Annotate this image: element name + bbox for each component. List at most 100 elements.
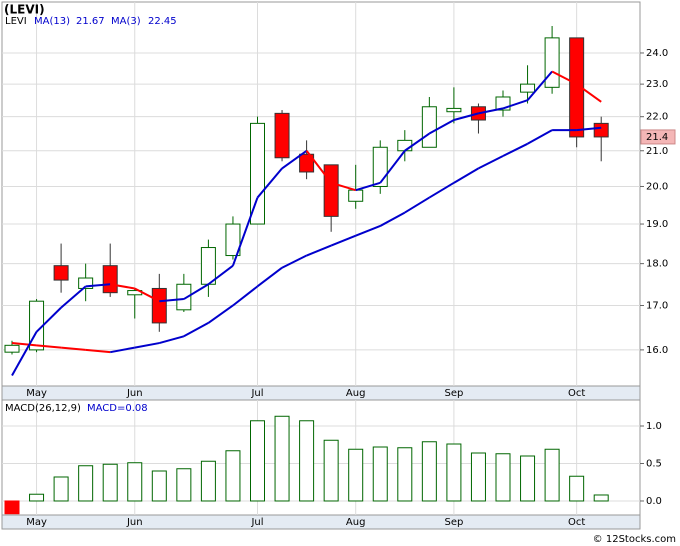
ma-segment <box>207 304 234 324</box>
ma-segment <box>61 346 86 351</box>
macd-bar <box>299 420 315 502</box>
ma-segment <box>11 342 37 347</box>
macd-bar <box>53 476 69 502</box>
x-tick-label: Aug <box>346 517 366 528</box>
plot-layer: 16.0 17.0 18.0 19.0 20.0 21.0 22.0 23.0 24.0 May J… <box>2 2 676 528</box>
chart-title: (LEVI) <box>4 3 45 17</box>
ma-segment <box>232 285 259 307</box>
macd-panel <box>1 399 641 516</box>
legend-value: 21.67 <box>76 16 105 27</box>
x-tick-label: Jun <box>126 388 143 399</box>
ma-segment <box>355 225 381 237</box>
ma-segment <box>35 306 62 333</box>
watermark: © 12Stocks.com <box>593 534 676 545</box>
ma-segment <box>306 244 332 257</box>
ma-segment <box>330 181 356 192</box>
y-tick-label: 18.0 <box>646 259 668 270</box>
ma-segment <box>36 344 62 349</box>
macd-bar <box>495 453 511 502</box>
y-tick-label: 22.0 <box>646 112 668 123</box>
ma-segment <box>256 266 283 288</box>
y-tick-label: 19.0 <box>646 219 668 230</box>
last-price-label: 21.4 <box>646 132 668 143</box>
ma-segment <box>478 107 504 115</box>
ma-segment <box>453 112 479 121</box>
ma-segment <box>60 285 87 309</box>
candle-body <box>176 283 192 311</box>
candle-body <box>569 37 585 138</box>
y-tick-label: 0.0 <box>646 496 662 507</box>
x-tick-label: Aug <box>346 388 366 399</box>
macd-bar <box>397 447 413 502</box>
candle-body <box>323 164 339 217</box>
x-tick-label: May <box>26 388 47 399</box>
x-tick-label: Jul <box>250 517 263 528</box>
ma-segment <box>232 197 259 267</box>
ma-segment <box>183 322 209 338</box>
ma-segment <box>281 149 308 170</box>
x-tick-label: Oct <box>568 517 585 528</box>
candle-body <box>544 37 560 88</box>
candle-body <box>29 300 45 351</box>
candle-body <box>421 106 437 148</box>
x-tick-label: Jun <box>126 517 143 528</box>
candle-body <box>446 107 462 113</box>
ma-segment <box>85 348 111 354</box>
macd-bar <box>446 443 462 502</box>
ma-segment <box>453 167 479 184</box>
macd-bar <box>151 470 167 502</box>
ma-segment <box>404 132 430 152</box>
ma-segment <box>11 331 38 376</box>
candle-body <box>53 265 69 281</box>
price-panel <box>1 1 641 387</box>
macd-bar <box>348 448 364 502</box>
macd-bar <box>274 415 290 502</box>
ma-segment <box>526 70 553 101</box>
candle-body <box>274 112 290 159</box>
y-tick-label: 24.0 <box>646 48 668 59</box>
macd-value: MACD=0.08 <box>87 403 148 414</box>
candle-body <box>151 287 167 324</box>
ma-segment <box>110 346 135 354</box>
last-price-box <box>640 129 676 145</box>
y-tick-label: 17.0 <box>646 300 668 311</box>
ma-segment <box>379 211 406 227</box>
ma-segment <box>305 150 332 184</box>
y-tick-label: 23.0 <box>646 79 668 90</box>
candle-body <box>102 265 118 294</box>
macd-bar <box>593 494 609 502</box>
y-tick-label: 16.0 <box>646 345 668 356</box>
x-tick-label: Jul <box>250 388 263 399</box>
ma-segment <box>576 83 602 103</box>
ma-segment <box>159 335 185 345</box>
ma-segment <box>110 283 135 290</box>
ma-segment <box>183 283 209 300</box>
macd-bar <box>200 460 216 502</box>
candle-body <box>225 223 241 257</box>
macd-title: MACD(26,12,9) <box>5 403 81 414</box>
legend-entry: MA(13) <box>34 16 70 27</box>
candle-body <box>348 189 364 202</box>
candle-body <box>78 277 94 289</box>
x-tick-label: Oct <box>568 388 585 399</box>
ma-segment <box>404 196 430 214</box>
candle-body <box>397 139 413 152</box>
ma-segment <box>159 298 184 303</box>
ma-segment <box>85 283 111 288</box>
candle-body <box>299 153 315 173</box>
macd-bar <box>569 475 585 502</box>
candle-body <box>593 122 609 138</box>
candle-body <box>250 122 265 225</box>
ma-segment <box>576 126 602 132</box>
macd-bar <box>127 462 143 502</box>
legend-entry: MA(3) <box>111 16 141 27</box>
ma-segment <box>502 99 528 110</box>
macd-bar <box>470 452 486 502</box>
candle-body <box>200 247 216 285</box>
y-tick-label: 1.0 <box>646 421 662 432</box>
ma-segment <box>256 167 283 199</box>
macd-bar <box>78 465 94 502</box>
legend-value: 22.45 <box>148 16 177 27</box>
x-axis-strip <box>1 385 641 401</box>
y-tick-label: 20.0 <box>646 181 668 192</box>
